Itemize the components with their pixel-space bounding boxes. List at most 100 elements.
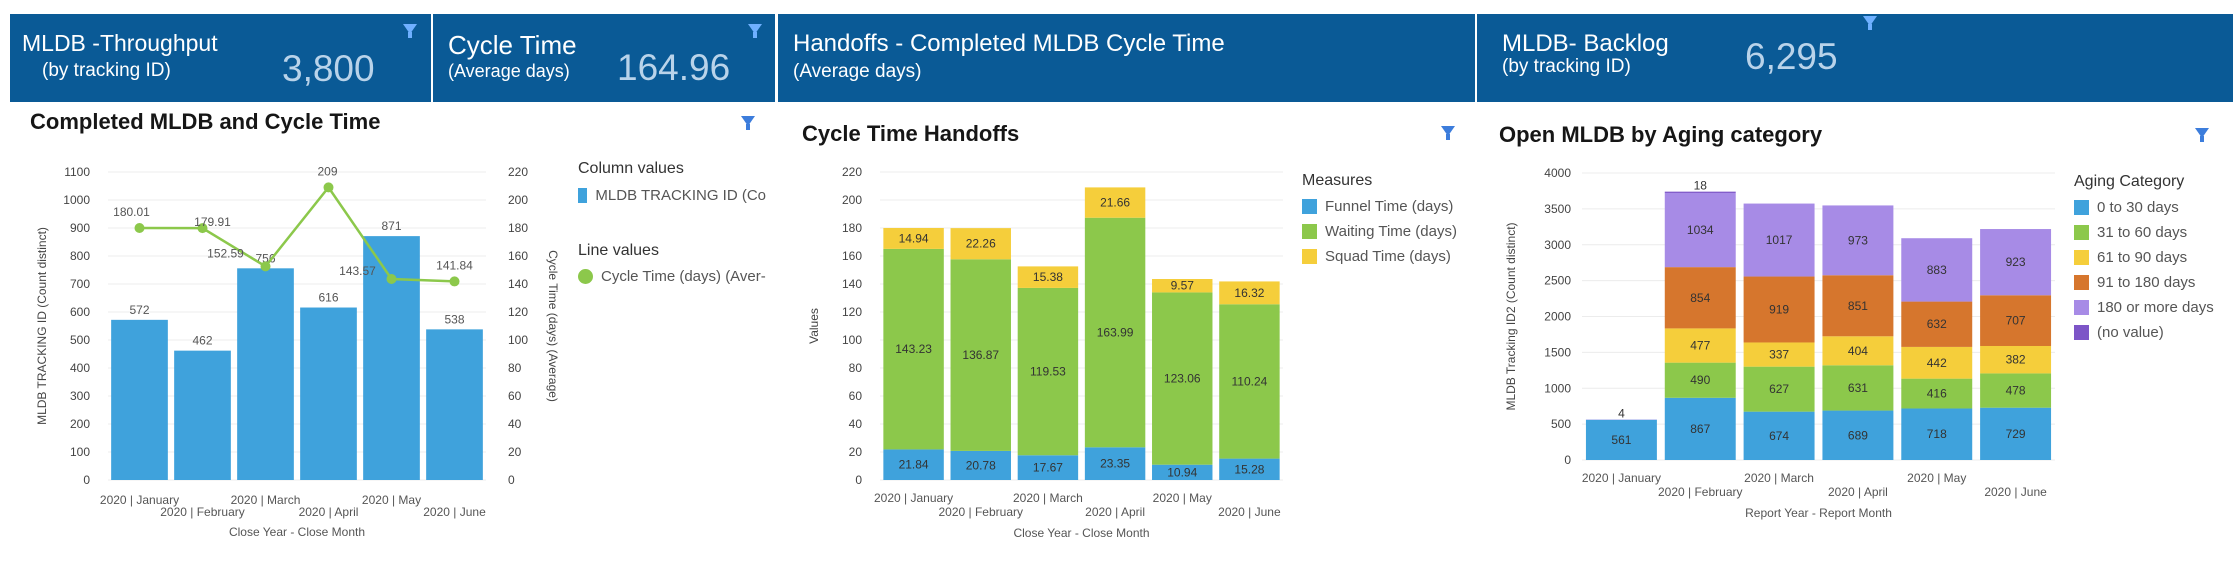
line-point <box>134 222 145 233</box>
bar-segment <box>1980 229 2052 296</box>
bar-segment <box>1901 301 1973 347</box>
filter-icon[interactable] <box>1863 16 1877 30</box>
data-label: 21.66 <box>1100 196 1130 210</box>
legend-item[interactable]: Funnel Time (days) <box>1302 198 1453 215</box>
data-label: 1017 <box>1766 233 1793 247</box>
y2-tick-label: 200 <box>508 193 528 207</box>
line-data-label: 180.01 <box>113 205 150 219</box>
bar-segment <box>950 450 1011 480</box>
y-tick-label: 500 <box>1551 417 1571 431</box>
data-label: 867 <box>1690 422 1710 436</box>
y-tick-label: 0 <box>1564 453 1571 467</box>
legend-swatch <box>578 188 588 203</box>
bar-segment <box>1822 365 1894 411</box>
kpi-subtitle: (Average days) <box>793 61 922 82</box>
x-axis-title: Report Year - Report Month <box>1745 506 1892 520</box>
bar <box>237 268 294 480</box>
bar-segment <box>1219 304 1280 459</box>
legend-label: (no value) <box>2097 324 2164 341</box>
y2-axis-title: Cycle Time (days) (Average) <box>546 250 560 402</box>
filter-icon[interactable] <box>748 24 762 38</box>
throughput-kpi-tile: MLDB -Throughput (by tracking ID) 3,800 <box>10 14 431 102</box>
backlog-kpi-tile: MLDB- Backlog (by tracking ID) 6,295 <box>1477 14 2233 102</box>
legend-item[interactable]: Waiting Time (days) <box>1302 223 1457 240</box>
bar-segment <box>1901 408 1973 460</box>
legend-label: MLDB TRACKING ID (Co <box>595 187 766 204</box>
legend-item[interactable]: MLDB TRACKING ID (Co <box>578 187 766 204</box>
bar-segment <box>1585 419 1657 460</box>
y-tick-label: 220 <box>842 165 862 179</box>
y-axis-title: Values <box>807 308 821 344</box>
legend-column-title: Column values <box>578 160 684 177</box>
data-label: 462 <box>192 334 212 348</box>
y-tick-label: 180 <box>842 221 862 235</box>
legend-item[interactable]: Cycle Time (days) (Aver- <box>578 268 766 285</box>
y2-tick-label: 60 <box>508 389 522 403</box>
data-label: 689 <box>1848 428 1868 442</box>
y2-tick-label: 20 <box>508 445 522 459</box>
y2-tick-label: 220 <box>508 165 528 179</box>
y-tick-label: 0 <box>83 473 90 487</box>
line-point <box>449 276 460 287</box>
x-tick-label: 2020 | June <box>423 505 486 519</box>
y-tick-label: 200 <box>842 193 862 207</box>
line-data-label: 209 <box>317 164 337 178</box>
y-tick-label: 3500 <box>1544 202 1571 216</box>
legend-item[interactable]: 91 to 180 days <box>2074 274 2195 291</box>
legend-label: 180 or more days <box>2097 299 2214 316</box>
data-label: 707 <box>2006 314 2026 328</box>
legend-item[interactable]: 180 or more days <box>2074 299 2214 316</box>
bar <box>300 307 357 480</box>
kpi-subtitle: (by tracking ID) <box>42 60 171 81</box>
line-data-label: 141.84 <box>436 258 473 272</box>
y-tick-label: 1100 <box>64 165 90 179</box>
kpi-title: Handoffs - Completed MLDB Cycle Time <box>793 30 1225 57</box>
filter-icon[interactable] <box>1441 126 1455 140</box>
filter-icon[interactable] <box>741 116 755 130</box>
x-tick-label: 2020 | February <box>939 505 1024 519</box>
line-data-label: 143.57 <box>339 264 376 278</box>
bar-segment <box>1664 397 1736 460</box>
legend-label: 0 to 30 days <box>2097 199 2179 216</box>
legend-item[interactable]: 61 to 90 days <box>2074 249 2187 266</box>
data-label: 382 <box>2006 353 2026 367</box>
legend-item[interactable]: 0 to 30 days <box>2074 199 2179 216</box>
bar-segment <box>1084 217 1146 448</box>
legend-item[interactable]: Squad Time (days) <box>1302 248 1451 265</box>
data-label: 616 <box>318 291 338 305</box>
legend-item[interactable]: (no value) <box>2074 324 2164 341</box>
data-label: 16.32 <box>1234 286 1264 300</box>
kpi-value: 3,800 <box>282 48 375 89</box>
filter-icon[interactable] <box>403 24 417 38</box>
data-label: 442 <box>1927 356 1947 370</box>
x-tick-label: 2020 | January <box>874 491 953 505</box>
data-label: 490 <box>1690 373 1710 387</box>
line-data-label: 152.59 <box>207 246 244 260</box>
data-label: 143.23 <box>895 342 932 356</box>
chart-title: Cycle Time Handoffs <box>802 121 1020 146</box>
data-label: 18 <box>1694 179 1708 193</box>
legend-swatch <box>2074 300 2089 315</box>
data-label: 538 <box>444 312 464 326</box>
y2-tick-label: 0 <box>508 473 515 487</box>
bar-segment <box>1152 279 1213 293</box>
y-tick-label: 800 <box>70 249 90 263</box>
filter-icon[interactable] <box>2195 128 2209 142</box>
kpi-subtitle: (by tracking ID) <box>1502 56 1631 77</box>
bar-segment <box>1901 346 1973 379</box>
bar-segment <box>1664 192 1736 268</box>
data-label: 136.87 <box>962 348 999 362</box>
data-label: 4 <box>1618 406 1625 420</box>
bar-segment <box>1017 266 1079 288</box>
legend-item[interactable]: 31 to 60 days <box>2074 224 2187 241</box>
data-label: 718 <box>1927 427 1947 441</box>
y2-tick-label: 160 <box>508 249 528 263</box>
data-label: 851 <box>1848 299 1868 313</box>
y-tick-label: 400 <box>70 361 90 375</box>
legend-label: 61 to 90 days <box>2097 249 2188 266</box>
chart-title: Open MLDB by Aging category <box>1499 122 1823 147</box>
legend-title: Aging Category <box>2074 173 2185 190</box>
kpi-title: MLDB -Throughput <box>22 30 218 56</box>
y-tick-label: 3000 <box>1544 238 1571 252</box>
x-tick-label: 2020 | February <box>1658 485 1743 499</box>
